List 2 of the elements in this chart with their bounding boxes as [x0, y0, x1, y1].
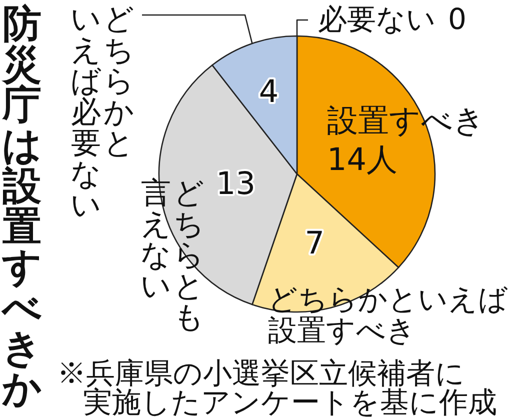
- title: 防災庁は設置すべきか: [2, 2, 42, 412]
- annotation: ※兵庫県の小選挙区立候補者に実施したアンケートを基に作成: [57, 356, 497, 417]
